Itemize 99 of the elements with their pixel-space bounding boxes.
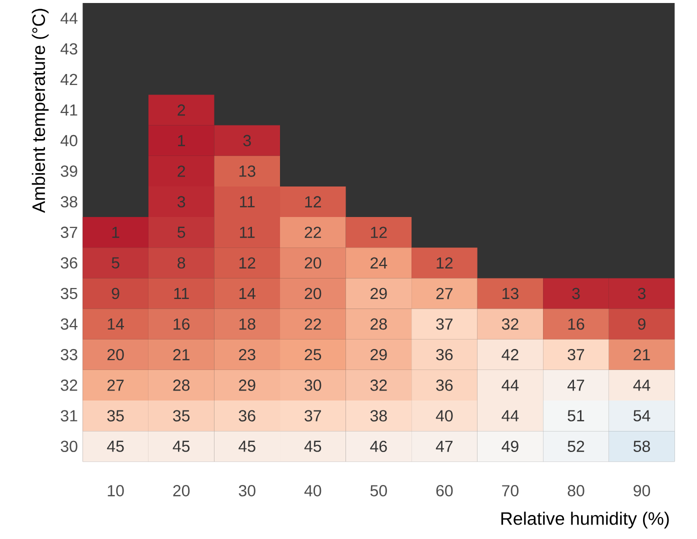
data-label: 45 (107, 440, 124, 452)
data-label: 36 (238, 410, 256, 422)
x-axis-title: Relative humidity (%) (501, 512, 669, 528)
y-tick-label: 38 (60, 196, 78, 208)
y-tick-label: 30 (60, 440, 78, 452)
data-label: 24 (370, 257, 388, 268)
data-label: 54 (634, 410, 650, 422)
x-tick-label: 20 (173, 485, 190, 496)
y-tick-label: 40 (60, 134, 78, 146)
data-label: 13 (239, 166, 256, 177)
data-label: 9 (112, 288, 120, 300)
data-label: 27 (107, 380, 124, 391)
data-label: 14 (239, 288, 256, 299)
data-label: 32 (502, 318, 518, 330)
y-tick-label: 39 (60, 166, 78, 177)
data-label: 47 (567, 380, 584, 391)
data-label: 45 (238, 440, 256, 452)
data-label: 11 (174, 288, 189, 299)
x-tick-label: 10 (108, 485, 124, 496)
data-label: 32 (370, 380, 387, 391)
data-label: 12 (370, 226, 387, 238)
data-label: 21 (634, 349, 650, 360)
data-label: 16 (568, 318, 584, 330)
data-label: 29 (239, 380, 256, 391)
data-label: 3 (572, 288, 580, 300)
data-label: 22 (304, 318, 321, 330)
data-label: 29 (370, 288, 387, 300)
data-label: 18 (239, 318, 256, 330)
y-tick-label: 32 (60, 380, 78, 391)
y-axis-title: Ambient temperature (°C) (32, 8, 49, 213)
data-label: 49 (502, 440, 518, 452)
data-label: 13 (502, 288, 518, 300)
data-label: 20 (304, 288, 322, 300)
data-label: 3 (638, 288, 646, 300)
data-label: 35 (107, 410, 124, 422)
x-tick-label: 80 (568, 485, 584, 496)
data-label: 29 (370, 348, 387, 360)
data-label: 2 (178, 104, 185, 116)
y-tick-label: 35 (60, 288, 78, 300)
y-tick-label: 33 (60, 348, 78, 360)
data-label: 12 (305, 196, 321, 208)
data-label: 5 (112, 257, 120, 268)
data-label: 35 (173, 410, 190, 422)
data-label: 58 (634, 440, 650, 452)
data-label: 3 (177, 196, 186, 208)
x-tick-label: 60 (436, 485, 453, 496)
data-label: 44 (502, 380, 519, 391)
data-label: 22 (304, 226, 321, 238)
data-label: 28 (173, 380, 190, 391)
data-label: 51 (568, 410, 584, 422)
data-label: 12 (436, 257, 453, 268)
data-label: 52 (568, 440, 584, 452)
x-tick-label: 50 (370, 485, 387, 496)
data-label: 21 (173, 349, 190, 360)
data-label: 27 (436, 288, 453, 300)
data-label: 44 (633, 380, 650, 391)
data-label: 11 (240, 196, 255, 208)
x-tick-label: 30 (238, 485, 256, 496)
data-label: 2 (178, 166, 185, 177)
y-tick-label: 43 (60, 43, 78, 55)
data-label: 1 (178, 135, 186, 146)
data-label: 37 (304, 410, 321, 422)
y-tick-label: 34 (60, 318, 78, 330)
data-label: 40 (436, 410, 453, 422)
data-label: 9 (638, 318, 646, 330)
data-label: 1 (112, 226, 120, 238)
data-label: 30 (304, 380, 322, 391)
data-label: 45 (172, 440, 190, 452)
data-label: 36 (436, 348, 453, 360)
data-label: 14 (108, 318, 124, 330)
data-label: 37 (568, 348, 584, 360)
data-label: 20 (304, 257, 322, 269)
data-label: 36 (436, 380, 453, 391)
y-tick-label: 44 (60, 12, 78, 24)
y-tick-label: 41 (60, 104, 78, 116)
data-label: 12 (239, 257, 256, 268)
data-label: 16 (174, 318, 190, 330)
data-label: 38 (370, 410, 387, 422)
y-tick-label: 42 (60, 74, 78, 86)
data-label: 28 (370, 318, 387, 330)
data-label: 46 (370, 440, 387, 452)
data-label: 3 (243, 134, 251, 146)
x-tick-label: 70 (502, 485, 518, 496)
data-label: 20 (107, 348, 124, 360)
x-tick-label: 40 (304, 485, 322, 496)
y-tick-label: 31 (60, 410, 78, 422)
data-label: 25 (304, 348, 322, 360)
data-label: 47 (436, 440, 453, 452)
data-label: 42 (502, 349, 518, 360)
data-label: 8 (178, 257, 186, 269)
y-tick-label: 37 (60, 226, 78, 238)
data-label: 5 (178, 226, 186, 238)
data-label: 23 (239, 348, 256, 360)
y-tick-label: 36 (60, 257, 78, 269)
x-tick-label: 90 (634, 485, 650, 496)
data-label: 11 (240, 226, 255, 238)
data-label: 44 (502, 410, 519, 422)
data-label: 45 (304, 440, 322, 452)
data-label: 37 (436, 318, 453, 330)
